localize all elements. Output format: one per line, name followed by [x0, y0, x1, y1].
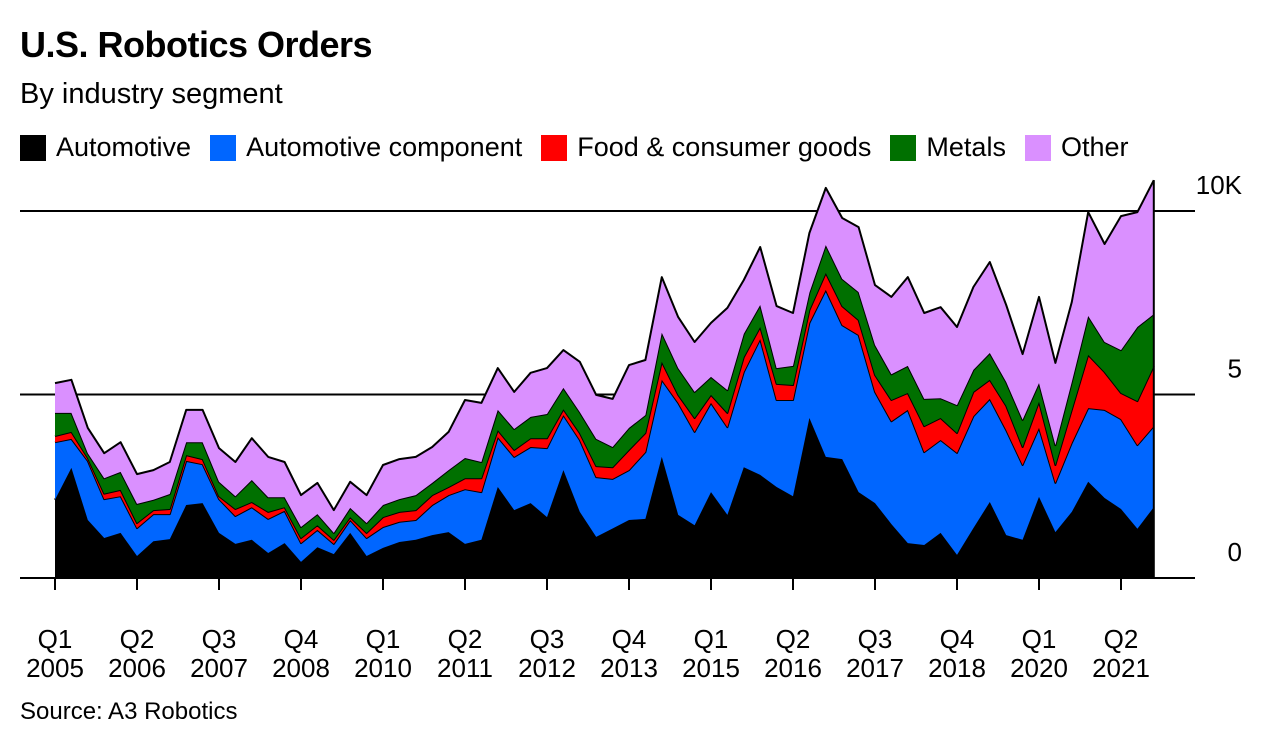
legend-item-metals: Metals [890, 132, 1006, 163]
legend: Automotive Automotive component Food & c… [20, 132, 1147, 163]
legend-swatch [890, 134, 917, 161]
x-tick-label-quarter: Q3 [858, 624, 893, 654]
y-tick-label: 10K [1196, 170, 1243, 200]
x-tick-label-year: 2020 [1010, 653, 1068, 683]
area-automotive [55, 418, 1154, 578]
x-tick-label-year: 2005 [26, 653, 84, 683]
legend-label: Automotive component [246, 132, 523, 162]
y-tick-label: 0 [1228, 537, 1242, 567]
x-tick-label-year: 2007 [190, 653, 248, 683]
x-tick-label-year: 2017 [846, 653, 904, 683]
chart-subtitle: By industry segment [20, 78, 283, 110]
legend-item-automotive: Automotive [20, 132, 191, 163]
x-tick-label-year: 2018 [928, 653, 986, 683]
legend-label: Metals [926, 132, 1006, 162]
x-tick-label-year: 2015 [682, 653, 740, 683]
legend-label: Automotive [56, 132, 192, 162]
x-tick-label-year: 2010 [354, 653, 412, 683]
x-tick-label-quarter: Q4 [940, 624, 975, 654]
x-tick-label-year: 2006 [108, 653, 166, 683]
legend-swatch [210, 134, 237, 161]
area-other [55, 180, 1154, 533]
x-tick-label-quarter: Q1 [1022, 624, 1057, 654]
x-tick-label-quarter: Q2 [776, 624, 811, 654]
area-automotive-component [55, 289, 1154, 562]
x-tick-label-quarter: Q2 [448, 624, 483, 654]
legend-swatch [1024, 134, 1051, 161]
legend-swatch [20, 134, 46, 161]
x-tick-label-quarter: Q1 [694, 624, 729, 654]
legend-label: Other [1060, 132, 1129, 162]
x-tick-label-quarter: Q2 [1104, 624, 1139, 654]
x-tick-label-quarter: Q3 [530, 624, 565, 654]
x-tick-label-quarter: Q1 [366, 624, 401, 654]
x-tick-label-quarter: Q3 [202, 624, 237, 654]
legend-label: Food & consumer goods [577, 132, 872, 162]
x-tick-label-quarter: Q2 [120, 624, 155, 654]
x-tick-label-year: 2021 [1092, 653, 1150, 683]
x-tick-label-year: 2011 [437, 653, 493, 683]
axes: 0510KQ12005Q22006Q32007Q42008Q12010Q2201… [20, 170, 1243, 683]
source-note: Source: A3 Robotics [20, 698, 238, 725]
x-tick-label-quarter: Q4 [284, 624, 319, 654]
x-tick-label-quarter: Q4 [612, 624, 647, 654]
x-tick-label-quarter: Q1 [38, 624, 73, 654]
x-tick-label-year: 2016 [764, 653, 822, 683]
legend-item-automotive-component: Automotive component [210, 132, 522, 163]
area-series [54, 179, 1155, 578]
chart-title: U.S. Robotics Orders [20, 24, 373, 65]
legend-item-other: Other [1024, 132, 1129, 163]
y-tick-label: 5 [1228, 354, 1242, 384]
x-tick-label-year: 2008 [272, 653, 330, 683]
x-tick-label-year: 2012 [518, 653, 576, 683]
series-boundary-line [54, 179, 1155, 512]
x-tick-label-year: 2013 [600, 653, 658, 683]
legend-item-food-consumer-goods: Food & consumer goods [541, 132, 871, 163]
legend-swatch [541, 134, 568, 161]
